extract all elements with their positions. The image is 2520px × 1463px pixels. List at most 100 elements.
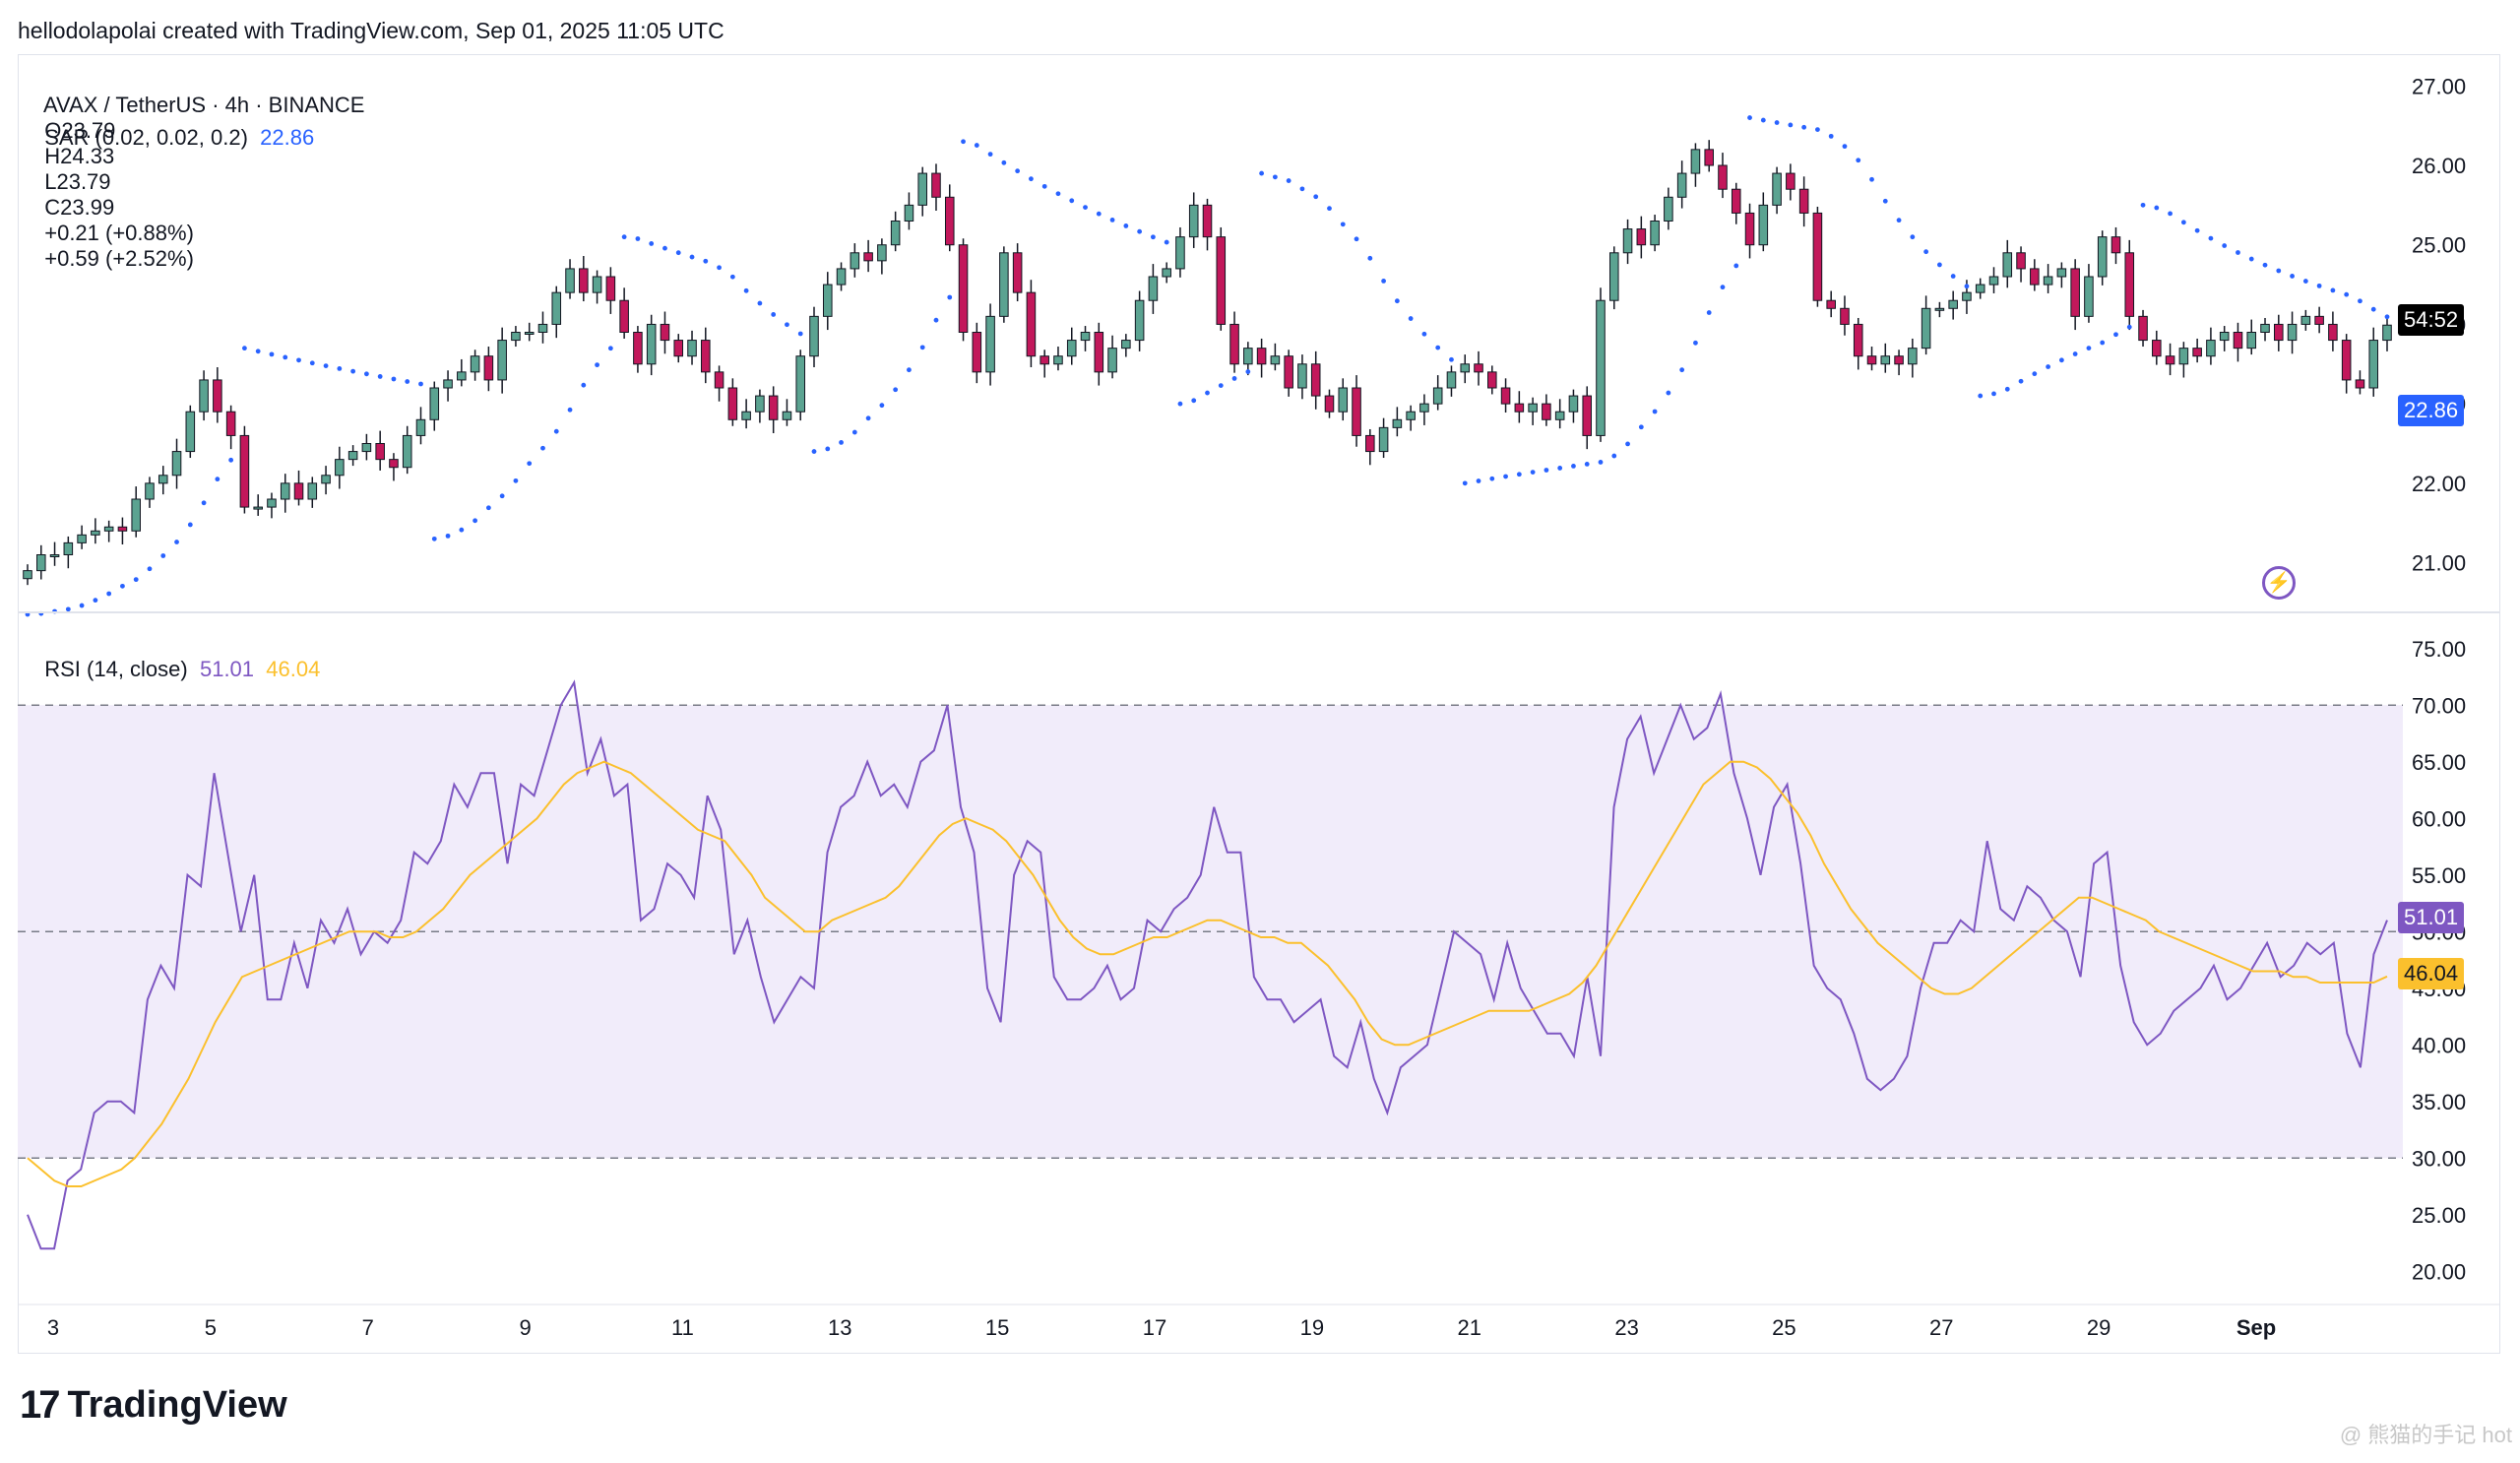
candle-body — [1256, 348, 1267, 365]
candle-body — [213, 379, 222, 413]
tradingview-logo[interactable]: 17 TradingView — [20, 1383, 287, 1428]
sar-dot — [1950, 274, 1956, 279]
sar-dot — [2236, 250, 2240, 255]
sar-dot — [1205, 390, 1210, 396]
candle-body — [1419, 403, 1429, 413]
candle-body — [293, 482, 304, 500]
sar-dot — [1978, 393, 1984, 399]
time-tick-label: 29 — [2087, 1315, 2110, 1340]
sar-dot — [1679, 367, 1685, 373]
rsi-tick-label: 20.00 — [2412, 1259, 2466, 1284]
candle-body — [972, 332, 982, 373]
sar-dot — [1096, 211, 1102, 217]
sar-dot — [1150, 234, 1156, 240]
candle-body — [1352, 387, 1361, 436]
sar-dot — [255, 349, 261, 354]
candle-body — [1921, 307, 1931, 350]
candle-body — [239, 434, 250, 508]
sar-dot — [1869, 176, 1874, 182]
sar-dot — [879, 403, 885, 409]
rsi-value: 51.01 — [199, 657, 255, 681]
ohlc-low: L23.79 — [44, 169, 111, 194]
candle-body — [565, 268, 575, 293]
candle-body — [1568, 395, 1579, 413]
candle-body — [2043, 276, 2053, 286]
sar-dot — [893, 387, 899, 393]
ohlc-close: C23.99 — [44, 195, 115, 220]
candle-body — [1324, 395, 1335, 413]
candle-body — [836, 268, 847, 286]
sar-dot — [865, 415, 871, 421]
rsi-legend[interactable]: RSI (14, close) 51.01 46.04 — [32, 631, 320, 682]
candle-body — [497, 340, 507, 381]
sar-dot — [2046, 364, 2051, 369]
time-tick-label: 27 — [1929, 1315, 1953, 1340]
candle-body — [579, 268, 589, 293]
sar-dot — [1598, 460, 1604, 465]
sar-dot — [1503, 474, 1508, 479]
lightning-icon[interactable]: ⚡ — [2262, 566, 2296, 600]
candle-body — [1948, 299, 1958, 309]
candle-body — [890, 221, 901, 246]
candle-body — [1216, 236, 1227, 325]
sar-dot — [1408, 316, 1414, 321]
candle-body — [1988, 276, 1999, 286]
candle-body — [2287, 323, 2298, 342]
candle-body — [768, 395, 779, 420]
candle-body — [727, 387, 738, 420]
candle-body — [1975, 284, 1985, 293]
sar-dot — [242, 346, 247, 351]
candle-body — [1284, 355, 1293, 389]
sar-dot — [65, 606, 71, 612]
symbol-title[interactable]: AVAX / TetherUS · 4h · BINANCE — [43, 93, 365, 117]
candle-body — [850, 252, 860, 270]
candle-body — [1934, 307, 1945, 311]
candle-body — [1026, 291, 1037, 357]
candle-body — [131, 498, 141, 532]
candle-body — [1676, 172, 1687, 198]
time-tick-label: 25 — [1772, 1315, 1796, 1340]
candle-body — [795, 355, 806, 413]
sar-dot — [283, 354, 288, 360]
candle-body — [904, 204, 914, 223]
sar-dot — [2058, 357, 2064, 363]
sar-dot — [1774, 120, 1780, 125]
sar-dot — [1299, 186, 1305, 192]
sar-dot — [445, 533, 451, 539]
candle-body — [1094, 332, 1104, 373]
ohlc-open: O23.79 — [44, 118, 116, 143]
sar-dot — [649, 241, 655, 246]
candle-body — [2165, 355, 2175, 365]
sar-dot — [2154, 205, 2160, 211]
candle-body — [1636, 228, 1647, 246]
rsi-tick-label: 35.00 — [2412, 1090, 2466, 1114]
sar-dot — [2344, 291, 2350, 297]
candle-body — [1894, 355, 1904, 365]
candle-body — [1596, 299, 1606, 436]
sar-dot — [839, 439, 844, 445]
sar-dot — [296, 357, 301, 363]
sar-dot — [2018, 378, 2024, 384]
candle-body — [701, 340, 711, 373]
sar-legend[interactable]: SAR (0.02, 0.02, 0.2) 22.86 — [32, 99, 314, 151]
sar-dot — [621, 234, 627, 240]
sar-dot — [1394, 298, 1400, 304]
candle-body — [605, 276, 616, 301]
candle-body — [443, 379, 453, 389]
sar-dot — [1489, 476, 1495, 481]
candle-body — [457, 371, 467, 381]
sar-dot — [2100, 340, 2106, 346]
sar-dot — [2113, 332, 2118, 338]
candle-body — [809, 315, 819, 357]
sar-dot — [2330, 287, 2336, 293]
sar-dot — [567, 407, 573, 413]
sar-dot — [2086, 346, 2092, 350]
candle-body — [619, 299, 629, 334]
candle-body — [1582, 395, 1593, 436]
rsi-tick-label: 70.00 — [2412, 693, 2466, 718]
candle-body — [1243, 348, 1253, 365]
candle-body — [1962, 291, 1972, 301]
sar-dot — [2180, 220, 2186, 225]
sar-dot — [595, 362, 599, 368]
